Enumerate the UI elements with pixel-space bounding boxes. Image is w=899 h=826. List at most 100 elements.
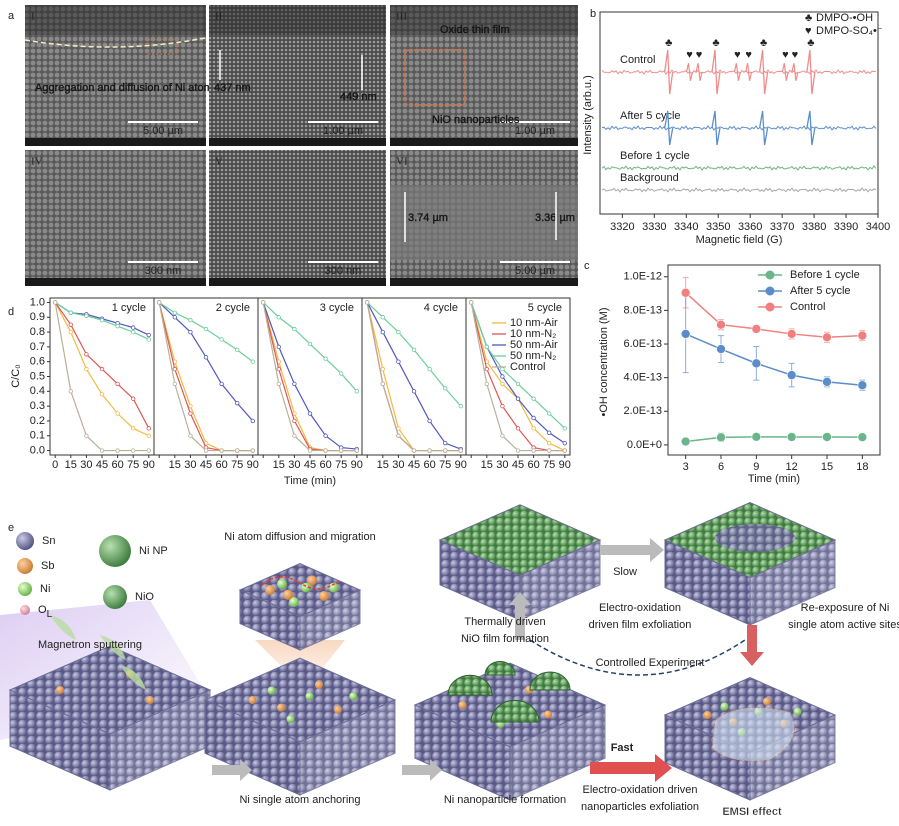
legend-marker [765,286,775,296]
speed-label: Slow [613,566,637,578]
data-point [115,411,120,416]
legend-label: 10 nm-N₂ [510,328,556,340]
image-annotation: 3.74 µm [408,212,448,224]
data-point [188,318,193,323]
y-tick-label: 0.2 [30,415,45,427]
peak-symbol: ♥ [792,49,799,61]
image-numeral: III [396,11,407,23]
legend-label: DMPO-•OH [816,12,873,24]
control-label: Controlled Experiment [596,657,705,669]
x-tick-label: 30 [288,459,300,471]
spectrum-peak [781,63,789,81]
atom [544,710,552,719]
legend-atom [18,582,32,596]
atom [703,711,712,719]
data-point [515,381,521,387]
atom [277,579,287,589]
ni-nanoparticle [447,674,493,696]
atom [283,589,293,600]
image-annotation: 449 nm [340,91,377,103]
data-point [219,448,224,453]
sputter-atom [100,635,126,660]
spectrum-baseline [601,187,877,193]
x-tick-label: 0 [52,459,58,471]
data-point [146,448,151,453]
peak-symbol: ♣ [807,37,814,49]
legend-atom [103,585,127,609]
legend-label: 10 nm-Air [510,317,558,329]
spectrum-label: Background [620,172,679,184]
atom [301,582,311,593]
atom [289,597,299,607]
data-point [822,332,832,343]
x-tick-label: 15 [273,459,285,471]
atom [319,591,329,601]
data-point [172,381,177,387]
inset-title: Ni atom diffusion and migration [224,531,375,543]
step-label: Ni single atom anchoring [239,794,360,806]
x-tick-label: 3400 [866,221,890,233]
data-point [99,392,105,397]
data-point [786,432,797,442]
panel-label: e [8,522,14,534]
process-arrow [600,538,664,562]
image-numeral: II [215,11,223,23]
x-tick-label: 3340 [674,221,698,233]
x-tick-label: 90 [143,459,155,471]
data-point [484,381,489,387]
data-point [500,366,505,372]
sem-layer [390,185,578,260]
substrate-top [438,504,602,576]
data-point [219,381,224,387]
x-tick-label: 15 [377,459,389,471]
data-point [411,389,417,394]
data-point [115,323,120,329]
subplot-title: 5 cycle [528,302,562,314]
y-tick-label: 4.0E-13 [623,372,662,384]
step-label: Electro-oxidation driven [583,784,698,796]
data-point [276,366,281,372]
plot-frame [599,11,879,215]
step-label: Re-exposure of Ni [801,602,890,614]
data-point [53,300,58,305]
data-point [68,389,73,394]
data-point [84,366,89,372]
spectrum-peak [695,63,703,81]
spectrum-peak [664,110,674,146]
atom [305,692,314,701]
series-line [685,292,863,339]
ni-nanoparticle [529,671,571,691]
subplot-frame [257,297,363,456]
step-label: Ni nanoparticle formation [444,794,566,806]
atom [265,585,275,595]
sem-footer [390,278,578,286]
y-tick-label: 2.0E-13 [623,405,662,417]
data-point [751,324,762,334]
data-point [146,332,151,338]
sem-footer [209,138,386,146]
atom [328,582,339,593]
scale-bar-label: 300 nm [325,265,362,277]
image-annotation: 3.36 µm [535,212,575,224]
y-tick-label: 1.0E-12 [623,271,662,283]
panel-label: a [8,10,15,22]
data-point [531,396,536,401]
data-point [292,418,297,424]
x-axis-label: Time (min) [284,475,336,487]
x-tick-label: 75 [439,459,451,471]
x-tick-label: 15 [481,459,493,471]
spectrum-peak [711,49,721,95]
x-tick-label: 60 [319,459,331,471]
effect-label: EMSI effect [722,806,782,818]
data-point [307,411,313,416]
data-point [172,315,177,320]
data-point [234,347,240,353]
legend-atom [17,558,33,574]
atom [307,575,317,586]
legend-label: Sb [41,560,54,572]
atom [763,697,771,706]
subplot-title: 4 cycle [424,302,458,314]
process-arrow [402,759,442,781]
x-tick-label: 60 [423,459,435,471]
legend-label: Control [790,301,825,313]
